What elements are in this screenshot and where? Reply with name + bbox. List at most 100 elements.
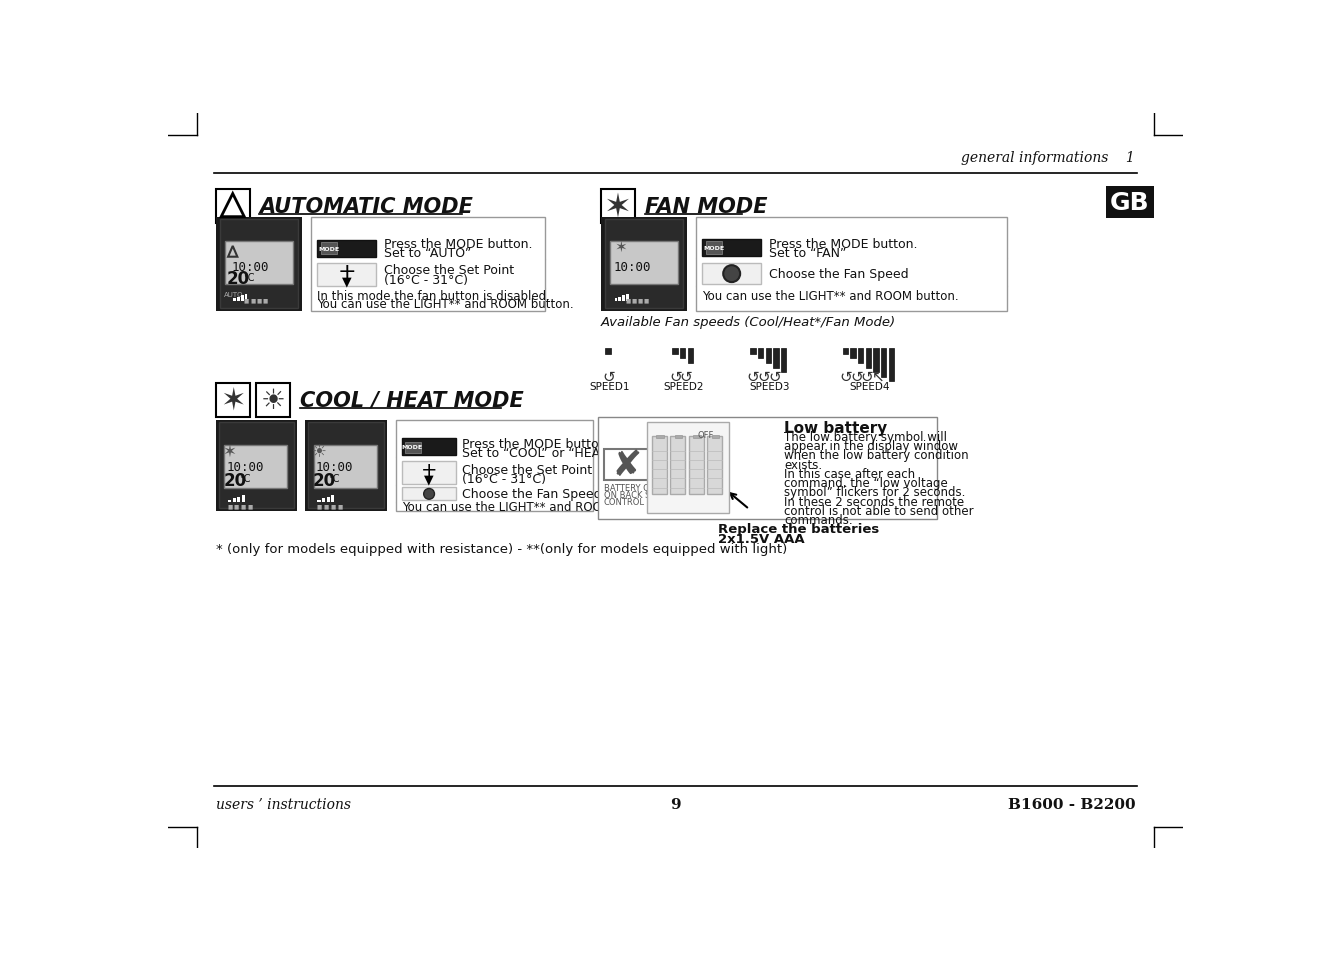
Bar xyxy=(327,497,330,503)
Text: ✶: ✶ xyxy=(220,386,245,415)
Bar xyxy=(758,348,763,359)
Text: SPEED1: SPEED1 xyxy=(589,382,630,392)
Text: Press the MODE button.: Press the MODE button. xyxy=(768,238,917,251)
Bar xyxy=(237,297,240,302)
Bar xyxy=(597,417,937,519)
Text: ■: ■ xyxy=(256,298,261,303)
Text: You can use the LIGHT** and ROOM button.: You can use the LIGHT** and ROOM button. xyxy=(318,298,575,311)
Bar xyxy=(675,436,683,438)
Text: MODE: MODE xyxy=(319,247,340,252)
Bar xyxy=(880,348,887,377)
Text: ■: ■ xyxy=(643,298,648,303)
Text: 20: 20 xyxy=(312,472,336,490)
Bar xyxy=(622,295,625,302)
Text: °C: °C xyxy=(243,273,254,282)
Text: AUTOMATIC MODE: AUTOMATIC MODE xyxy=(258,196,473,216)
Text: °C: °C xyxy=(239,474,250,484)
Bar xyxy=(604,450,648,480)
Text: * (only for models equipped with resistance) - **(only for models equipped with : * (only for models equipped with resista… xyxy=(216,542,787,555)
Text: ■: ■ xyxy=(241,504,246,509)
Text: ↖: ↖ xyxy=(871,370,884,385)
Bar xyxy=(858,348,863,364)
Text: ■: ■ xyxy=(227,504,232,509)
Bar xyxy=(693,436,701,438)
Text: +: + xyxy=(337,261,356,281)
Bar xyxy=(225,242,293,285)
Text: °C: °C xyxy=(328,474,340,484)
Text: ✘: ✘ xyxy=(612,448,642,482)
Bar xyxy=(696,217,1007,312)
Text: ON BACK SIDE OF REMOTE: ON BACK SIDE OF REMOTE xyxy=(604,491,717,499)
Text: Set to “AUTO”: Set to “AUTO” xyxy=(384,247,471,260)
Bar xyxy=(842,348,847,355)
Bar xyxy=(670,436,685,495)
Bar xyxy=(228,500,231,503)
Text: You can use the LIGHT** and ROOM: You can use the LIGHT** and ROOM xyxy=(402,501,612,514)
Bar xyxy=(304,420,386,511)
Text: You can use the LIGHT** and ROOM button.: You can use the LIGHT** and ROOM button. xyxy=(702,290,960,302)
Bar xyxy=(705,242,722,254)
Text: Low battery: Low battery xyxy=(784,420,887,436)
Text: appear in the display window: appear in the display window xyxy=(784,439,958,453)
Text: ■: ■ xyxy=(331,504,336,509)
Text: In these 2 seconds the remote: In these 2 seconds the remote xyxy=(784,496,965,508)
Bar xyxy=(331,496,335,503)
Text: Set to “FAN”: Set to “FAN” xyxy=(768,247,846,260)
Bar xyxy=(766,348,771,364)
Text: Choose the Fan Speed: Choose the Fan Speed xyxy=(463,488,602,501)
Text: 20: 20 xyxy=(224,472,246,490)
Bar xyxy=(1106,187,1153,219)
Text: OFF: OFF xyxy=(697,431,713,439)
Text: ■: ■ xyxy=(244,298,249,303)
Bar xyxy=(706,436,722,495)
Text: symbol” flickers for 2 seconds.: symbol” flickers for 2 seconds. xyxy=(784,486,965,498)
Text: ✶: ✶ xyxy=(614,239,627,254)
Bar xyxy=(605,220,683,308)
Text: The low battery symbol will: The low battery symbol will xyxy=(784,431,948,443)
Bar xyxy=(311,217,546,312)
Text: 20: 20 xyxy=(227,270,249,288)
Text: ↺: ↺ xyxy=(840,370,851,385)
Text: Choose the Set Point: Choose the Set Point xyxy=(463,463,592,476)
Text: BATTERY COMPARTMENT: BATTERY COMPARTMENT xyxy=(604,483,708,493)
Bar xyxy=(656,436,664,438)
Text: ↺: ↺ xyxy=(850,370,863,385)
Text: control is not able to send other: control is not able to send other xyxy=(784,504,974,517)
Text: ☀: ☀ xyxy=(311,442,327,460)
Text: exists.: exists. xyxy=(784,458,822,471)
Text: ☀: ☀ xyxy=(261,387,285,415)
Circle shape xyxy=(423,489,435,499)
Bar xyxy=(651,436,667,495)
Bar xyxy=(237,497,240,503)
Text: ■: ■ xyxy=(631,298,637,303)
Text: MODE: MODE xyxy=(402,445,423,450)
Bar xyxy=(614,299,617,302)
Text: 9: 9 xyxy=(670,798,681,811)
Bar xyxy=(618,297,621,302)
Text: 10:00: 10:00 xyxy=(227,460,264,473)
Text: In this mode the fan button is disabled.: In this mode the fan button is disabled. xyxy=(318,290,551,302)
Bar xyxy=(318,264,376,287)
Bar xyxy=(774,348,779,368)
Bar xyxy=(314,445,377,488)
Bar xyxy=(680,348,685,359)
Bar xyxy=(702,264,760,285)
Bar xyxy=(782,348,787,373)
Bar xyxy=(216,420,298,511)
Bar xyxy=(402,439,456,456)
Bar xyxy=(318,240,376,257)
Text: AUTO: AUTO xyxy=(224,292,243,297)
Bar xyxy=(688,348,693,364)
Bar xyxy=(750,348,755,355)
Text: MODE: MODE xyxy=(704,246,725,251)
Text: 10:00: 10:00 xyxy=(231,261,269,274)
Bar xyxy=(647,423,729,514)
Bar xyxy=(626,294,629,302)
Bar xyxy=(243,496,245,503)
Text: FAN MODE: FAN MODE xyxy=(646,196,768,216)
Text: ▼: ▼ xyxy=(424,473,434,485)
Bar xyxy=(601,217,687,312)
Text: ↺: ↺ xyxy=(602,370,616,385)
Bar xyxy=(216,217,302,312)
Text: SPEED4: SPEED4 xyxy=(849,382,890,392)
